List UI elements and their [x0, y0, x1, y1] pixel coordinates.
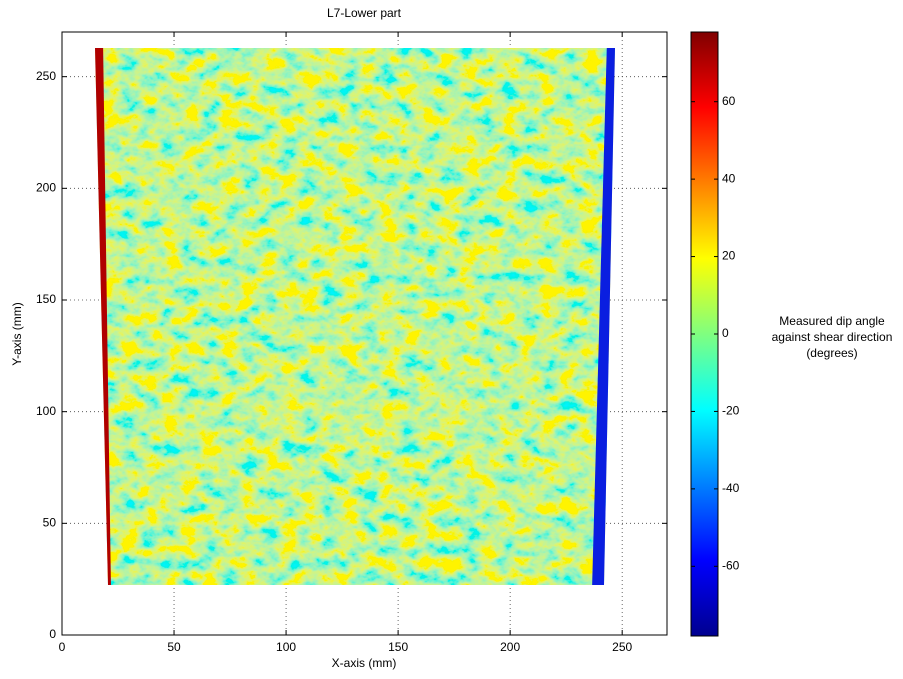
colorbar [690, 31, 719, 637]
chart-title: L7-Lower part [327, 6, 402, 20]
colorbar-tick-label: 0 [722, 326, 729, 340]
axes-box [61, 31, 668, 636]
y-axis-label: Y-axis (mm) [10, 302, 24, 366]
colorbar-label: against shear direction [772, 330, 893, 344]
x-axis-label: X-axis (mm) [332, 656, 397, 670]
y-tick-label: 250 [36, 69, 56, 83]
y-tick-label: 200 [36, 181, 56, 195]
x-tick-label: 250 [612, 640, 632, 654]
x-tick-label: 50 [167, 640, 181, 654]
surface [95, 48, 615, 585]
colorbar-tick-label: -60 [722, 558, 740, 572]
colorbar-tick-label: -20 [722, 404, 740, 418]
x-tick-label: 0 [59, 640, 66, 654]
y-tick-label: 150 [36, 292, 56, 306]
x-tick-label: 100 [276, 640, 296, 654]
colorbar-tick-label: 20 [722, 249, 736, 263]
x-tick-label: 200 [500, 640, 520, 654]
colorbar-label: Measured dip angle [779, 314, 885, 328]
y-tick-label: 100 [36, 404, 56, 418]
y-tick-label: 50 [43, 516, 57, 530]
surface-texture [95, 48, 615, 585]
x-tick-label: 150 [388, 640, 408, 654]
colorbar-tick-label: -40 [722, 481, 740, 495]
y-tick-label: 0 [49, 627, 56, 641]
colorbar-tick-label: 60 [722, 94, 736, 108]
colorbar-label: (degrees) [806, 346, 857, 360]
colorbar-tick-label: 40 [722, 171, 736, 185]
